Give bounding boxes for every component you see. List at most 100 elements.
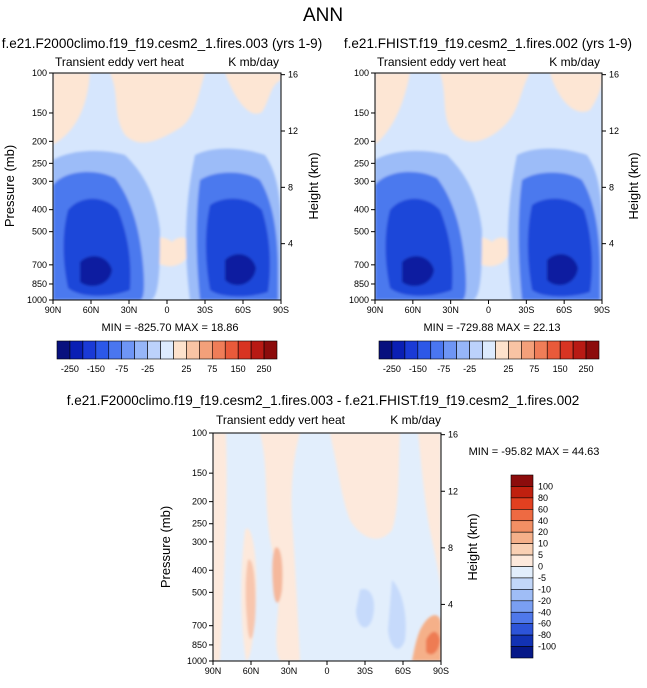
x-tick-label: 60N [243,666,260,676]
colorbar-cell [263,340,278,360]
y-right-tick-label: 16 [609,70,619,80]
colorbar-label: 75 [207,364,217,374]
panel-1-field [53,73,281,300]
colorbar-top-right: -250 -150 -75 -25 25 75 150 250 [378,340,600,374]
colorbar-cell [482,340,496,360]
y-tick-label: 100 [192,428,207,438]
colorbar-label: -10 [538,584,551,594]
y-tick-label: 200 [192,497,207,507]
x-tick-label: 30S [357,666,373,676]
colorbar-cell [443,340,457,360]
colorbar-cell [134,340,148,360]
colorbar-cell [391,340,406,360]
colorbar-cell [211,340,226,360]
colorbar-label: -100 [538,642,556,652]
colorbar-label: -250 [383,364,401,374]
y-tick-label: 850 [32,279,47,289]
colorbar-cell [510,520,534,533]
colorbar-label: -80 [538,630,551,640]
colorbar-cell [572,340,587,360]
colorbar-cell [521,340,535,360]
y-tick-label: 100 [32,68,47,78]
y-right-tick-label: 16 [448,430,458,440]
colorbar-label: 60 [538,504,548,514]
panel-3-ylabel: Pressure (mb) [158,506,173,588]
panel-3-axes: 90N 60N 30N 0 30S 60S 90S 100 150 200 250 300 400 500… [187,428,458,676]
panel-2-ylabel-right: Height (km) [626,152,641,219]
y-tick-label: 200 [32,136,47,146]
colorbar-cell [404,340,419,360]
colorbar-cell [510,577,534,590]
colorbar-label: 25 [503,364,513,374]
panel-3: f.e21.F2000climo.f19_f19.cesm2_1.fires.0… [67,393,600,676]
colorbar-cell [510,554,534,567]
colorbar-cell [69,340,84,360]
x-tick-label: 30S [197,305,213,315]
colorbar-cell [533,340,548,360]
colorbar-label: -40 [538,607,551,617]
colorbar-label: 5 [538,550,543,560]
y-tick-label: 250 [32,158,47,168]
x-tick-label: 60S [235,305,251,315]
x-tick-label: 0 [164,305,169,315]
panel-2-subtitle-left: Transient eddy vert heat [377,55,507,69]
colorbar-cell [147,340,161,360]
colorbar-label: -75 [437,364,450,374]
colorbar-cell [237,340,252,360]
colorbar-cell [510,509,534,522]
y-tick-label: 150 [32,108,47,118]
colorbar-label: 250 [257,364,272,374]
y-tick-label: 700 [192,621,207,631]
colorbar-cell [510,474,534,487]
colorbar-label: 25 [181,364,191,374]
colorbar-cell [224,340,239,360]
colorbar-label: 250 [579,364,594,374]
colorbar-cell [199,340,213,360]
colorbar-cell [121,340,135,360]
colorbar-cell [510,634,534,647]
x-tick-label: 60N [83,305,100,315]
x-tick-label: 30N [442,305,459,315]
colorbar-cell [510,486,534,499]
panel-3-subtitle-left: Transient eddy vert heat [216,413,346,427]
panel-3-stats: MIN = -95.82 MAX = 44.63 [469,446,600,458]
x-tick-label: 0 [324,666,329,676]
colorbar-label: 150 [231,364,246,374]
panel-1-ylabel-right: Height (km) [306,152,321,219]
colorbar-label: -75 [115,364,128,374]
colorbar-cell [510,566,534,579]
colorbar-cell [186,340,200,360]
colorbar-label: 150 [553,364,568,374]
page-title: ANN [303,5,343,26]
y-right-tick-label: 4 [448,599,453,609]
colorbar-label: -150 [409,364,427,374]
colorbar-cell [82,340,97,360]
x-tick-label: 30N [281,666,298,676]
colorbar-cell [160,340,174,360]
y-right-tick-label: 12 [609,126,619,136]
y-tick-label: 400 [354,205,369,215]
colorbar-cell [95,340,110,360]
colorbar-label: 10 [538,539,548,549]
y-right-tick-label: 16 [288,70,298,80]
colorbar-label: -20 [538,596,551,606]
colorbar-cell [585,340,600,360]
panel-3-ylabel-right: Height (km) [465,513,480,580]
colorbar-cell [469,340,483,360]
y-tick-label: 1000 [187,656,207,666]
panel-1-stats: MIN = -825.70 MAX = 18.86 [102,322,239,334]
x-tick-label: 90N [367,305,384,315]
panel-2-subtitle-right: K mb/day [549,55,600,69]
panel-2-title: f.e21.FHIST.f19_f19.cesm2_1.fires.002 (y… [344,36,632,51]
panel-3-subtitle-right: K mb/day [390,413,441,427]
colorbar-cell [510,646,534,659]
y-tick-label: 400 [32,205,47,215]
colorbar-cell [510,623,534,636]
colorbar-label: 75 [529,364,539,374]
colorbar-cell [510,497,534,510]
x-tick-label: 0 [486,305,491,315]
colorbar-cell [378,340,393,360]
y-right-tick-label: 12 [288,126,298,136]
x-tick-label: 90S [433,666,449,676]
colorbar-cell [510,543,534,556]
